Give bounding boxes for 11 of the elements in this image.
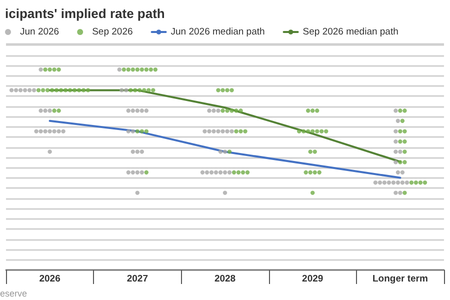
- x-tick-label: 2028: [214, 274, 236, 284]
- x-tick-label: Longer term: [372, 274, 428, 284]
- legend-label: Sep 2026: [92, 26, 133, 38]
- legend-label: Sep 2026 median path: [302, 26, 398, 38]
- x-tick-label: 2029: [302, 274, 324, 284]
- x-tick-label: 2027: [126, 274, 148, 284]
- text: eserve: [0, 288, 28, 298]
- chart-title: icipants' implied rate path: [5, 6, 165, 21]
- legend-label: Jun 2026: [20, 26, 60, 38]
- x-tick-label: 2026: [39, 274, 60, 284]
- legend-label: Jun 2026 median path: [170, 26, 265, 38]
